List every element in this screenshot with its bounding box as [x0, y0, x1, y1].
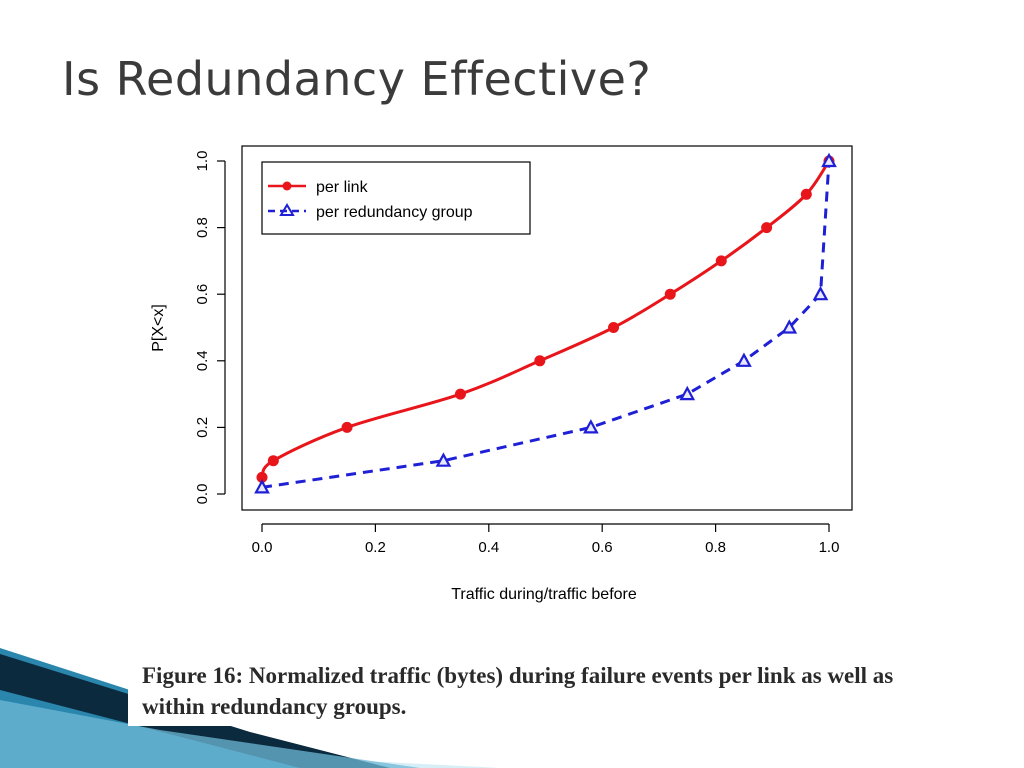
x-axis: 0.0 0.2 0.4 0.6 0.8 1.0 [252, 523, 840, 556]
data-point-per-link [800, 188, 812, 200]
legend: per link per redundancy group [261, 161, 531, 235]
series-layer [254, 152, 837, 494]
data-point-per-link [664, 288, 676, 300]
data-point-per-group [812, 285, 829, 301]
x-axis-label: Traffic during/traffic before [451, 586, 637, 603]
data-point-per-group [679, 385, 696, 401]
deco-light-sweep [0, 700, 420, 768]
y-tick-label: 0.6 [194, 284, 211, 305]
data-point-per-link [341, 421, 353, 433]
data-point-per-group [435, 452, 452, 467]
y-tick-label: 0.8 [194, 217, 211, 238]
legend-marker-per-link [282, 181, 292, 191]
data-point-per-link [256, 471, 268, 483]
data-point-per-group [736, 352, 752, 367]
y-tick-label: 0.2 [194, 417, 211, 438]
data-point-per-group [781, 319, 798, 334]
y-axis-label: P[X<x] [150, 304, 167, 352]
slide-title: Is Redundancy Effective? [62, 52, 652, 106]
y-tick-label: 1.0 [194, 151, 211, 172]
legend-label-per-group: per redundancy group [316, 204, 473, 221]
y-axis: 0.0 0.2 0.4 0.6 0.8 1.0 [194, 151, 226, 505]
y-tick-label: 0.4 [194, 350, 211, 371]
data-point-per-link [715, 255, 727, 267]
x-tick-label: 1.0 [819, 539, 840, 556]
plot-frame [241, 145, 853, 511]
data-point-per-link [761, 222, 773, 234]
data-point-per-group [254, 479, 270, 494]
legend-label-per-link: per link [316, 179, 369, 196]
figure-caption: Figure 16: Normalized traffic (bytes) du… [128, 658, 934, 726]
series-line-per-link [260, 160, 831, 479]
x-tick-label: 0.2 [365, 539, 386, 556]
data-point-per-group [583, 419, 599, 434]
legend-box [261, 161, 531, 235]
x-tick-label: 0.4 [478, 539, 499, 556]
data-point-per-link [454, 388, 466, 400]
legend-marker-per-group [279, 203, 295, 216]
x-tick-label: 0.0 [252, 539, 273, 556]
data-point-per-link [534, 355, 546, 367]
x-tick-label: 0.6 [592, 539, 613, 556]
y-tick-label: 0.0 [194, 484, 211, 505]
data-point-per-group [821, 152, 837, 168]
data-point-per-link [267, 455, 279, 467]
x-tick-label: 0.8 [705, 539, 726, 556]
cdf-chart: 0.0 0.2 0.4 0.6 0.8 1.0 0.0 0.2 0.4 0.6 0.8 1.0 Tr… [150, 145, 853, 603]
data-point-per-link [608, 322, 620, 333]
